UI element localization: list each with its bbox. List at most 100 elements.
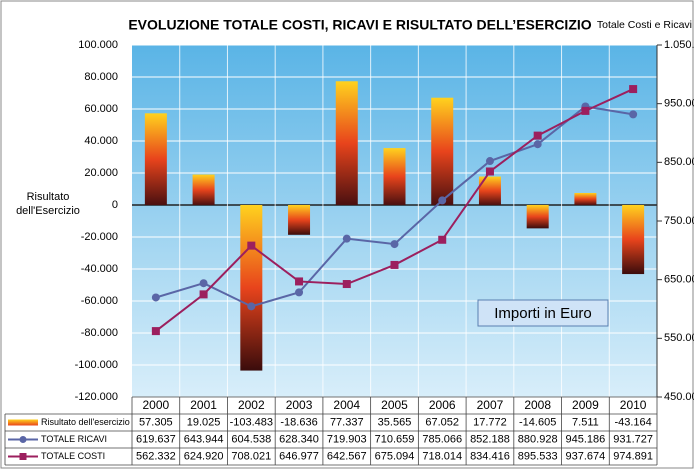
line-marker — [295, 277, 304, 286]
y2-tick-label: 1.050.000 — [664, 39, 694, 51]
table-cell: 619.637 — [136, 433, 176, 445]
table-cell: 604.538 — [231, 433, 271, 445]
table-cell: 718.014 — [422, 450, 462, 462]
line-marker — [533, 140, 542, 149]
line-marker — [295, 288, 304, 297]
bar — [240, 205, 263, 371]
line-marker — [485, 157, 494, 166]
y2-tick-label: 950.000 — [664, 98, 694, 110]
legend-label: TOTALE COSTI — [41, 451, 105, 461]
table-cell: 19.025 — [187, 416, 221, 428]
bar — [192, 174, 215, 205]
bar — [288, 205, 311, 235]
line-marker — [629, 110, 638, 119]
table-cell: 945.186 — [566, 433, 606, 445]
table-cell: 642.567 — [327, 450, 367, 462]
line-marker — [342, 280, 351, 289]
table-cell: 77.337 — [330, 416, 364, 428]
y-tick-label: -20.000 — [81, 231, 118, 243]
y2-tick-label: 650.000 — [664, 274, 694, 286]
y-tick-label: 80.000 — [84, 71, 118, 83]
y-tick-label: -60.000 — [81, 295, 118, 307]
table-cell: 7.511 — [572, 416, 599, 428]
table-cell: 710.659 — [375, 433, 415, 445]
table-cell: 57.305 — [139, 416, 173, 428]
table-cell: 17.772 — [473, 416, 507, 428]
line-marker — [581, 106, 590, 115]
x-tick-label: 2005 — [381, 398, 408, 412]
y-tick-label: -120.000 — [75, 391, 118, 403]
table-cell: -103.483 — [230, 416, 273, 428]
line-marker — [485, 167, 494, 176]
chart-title: EVOLUZIONE TOTALE COSTI, RICAVI E RISULT… — [128, 17, 591, 33]
table-cell: 719.903 — [327, 433, 367, 445]
line-marker — [438, 235, 447, 244]
table-cell: 974.891 — [613, 450, 653, 462]
table-cell: 562.332 — [136, 450, 176, 462]
annotation: Importi in Euro — [494, 305, 592, 322]
x-tick-label: 2009 — [572, 398, 599, 412]
x-tick-label: 2006 — [429, 398, 456, 412]
legend-label: TOTALE RICAVI — [41, 434, 107, 444]
line-marker — [390, 260, 399, 269]
line-marker — [390, 240, 399, 249]
y2-tick-label: 550.000 — [664, 332, 694, 344]
y-axis-label: dell'Esercizio — [16, 205, 80, 217]
y2-tick-label: 750.000 — [664, 215, 694, 227]
y-tick-label: 60.000 — [84, 103, 118, 115]
legend-swatch — [8, 419, 38, 426]
table-cell: 67.052 — [425, 416, 459, 428]
y-tick-label: 40.000 — [84, 135, 118, 147]
x-tick-label: 2001 — [190, 398, 217, 412]
table-cell: 852.188 — [470, 433, 510, 445]
table-cell: 643.944 — [184, 433, 224, 445]
legend-marker — [19, 436, 27, 443]
table-cell: 646.977 — [279, 450, 319, 462]
legend-marker — [19, 453, 27, 460]
table-cell: 895.533 — [518, 450, 558, 462]
x-tick-label: 2000 — [143, 398, 170, 412]
line-marker — [247, 241, 256, 250]
bar — [144, 113, 167, 205]
bar — [478, 176, 501, 205]
plot-area — [132, 45, 657, 397]
line-marker — [533, 131, 542, 140]
y-tick-label: 100.000 — [78, 39, 118, 51]
y-tick-label: 20.000 — [84, 167, 118, 179]
table-cell: 628.340 — [279, 433, 319, 445]
y-tick-label: 0 — [112, 199, 118, 211]
line-marker — [247, 302, 256, 311]
table-cell: 937.674 — [566, 450, 606, 462]
y-axis-label: Risultato — [27, 191, 70, 203]
y-tick-label: -100.000 — [75, 359, 118, 371]
line-marker — [438, 196, 447, 205]
line-marker — [151, 327, 160, 336]
table-cell: 880.928 — [518, 433, 558, 445]
y-tick-label: -40.000 — [81, 263, 118, 275]
table-cell: 624.920 — [184, 450, 224, 462]
line-marker — [199, 279, 208, 288]
table-cell: -14.605 — [519, 416, 556, 428]
bar — [574, 192, 597, 205]
table-cell: -43.164 — [614, 416, 651, 428]
x-tick-label: 2003 — [286, 398, 313, 412]
table-cell: 931.727 — [613, 433, 653, 445]
table-cell: 35.565 — [378, 416, 412, 428]
table-cell: 785.066 — [422, 433, 462, 445]
annotation-box — [477, 299, 609, 327]
bar — [431, 97, 454, 205]
x-tick-label: 2004 — [333, 398, 360, 412]
x-tick-label: 2010 — [620, 398, 647, 412]
table-cell: 675.094 — [375, 450, 415, 462]
bar — [622, 205, 645, 275]
table-cell: 834.416 — [470, 450, 510, 462]
y2-axis-label: Totale Costi e Ricavi — [597, 19, 692, 31]
bar — [383, 148, 406, 205]
table-cell: 708.021 — [231, 450, 271, 462]
y2-tick-label: 450.000 — [664, 391, 694, 403]
x-tick-label: 2008 — [524, 398, 551, 412]
line-marker — [342, 234, 351, 243]
y2-tick-label: 850.000 — [664, 156, 694, 168]
x-tick-label: 2007 — [477, 398, 504, 412]
y-tick-label: -80.000 — [81, 327, 118, 339]
